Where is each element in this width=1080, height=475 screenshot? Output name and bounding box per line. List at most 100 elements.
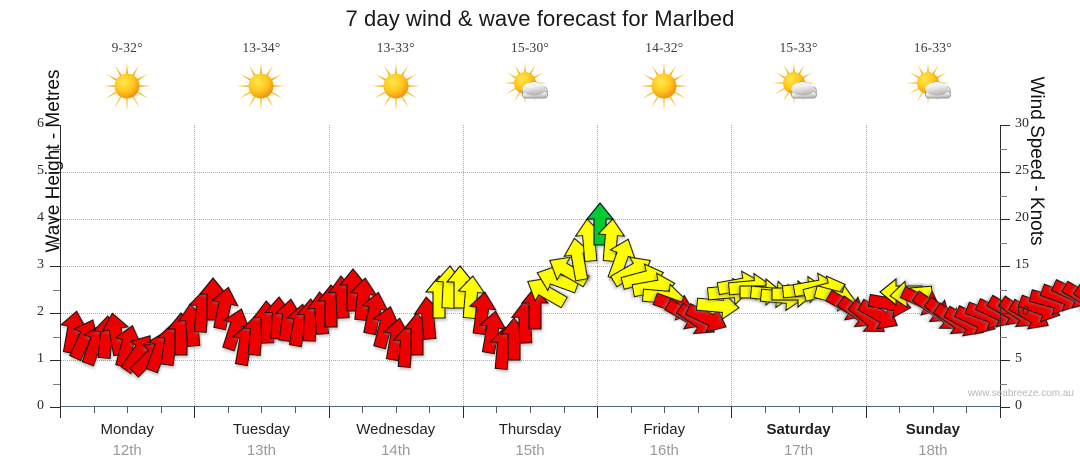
day-date: 13th bbox=[246, 442, 277, 459]
day-label-thursday: Thursday 15th bbox=[463, 419, 597, 469]
gridline-horizontal bbox=[60, 219, 1000, 220]
x-axis-minor-tick bbox=[899, 407, 901, 413]
x-axis-minor-tick bbox=[127, 407, 129, 413]
x-axis-day-tick bbox=[865, 407, 867, 418]
left-axis-tick-label: 5 bbox=[37, 163, 44, 178]
day-name: Wednesday bbox=[356, 421, 436, 438]
day-date: 15th bbox=[515, 442, 545, 459]
right-axis-minor-tick bbox=[1000, 195, 1007, 197]
x-axis-minor-tick bbox=[798, 407, 800, 413]
day-name: Monday bbox=[100, 421, 154, 438]
x-axis-minor-tick bbox=[765, 407, 766, 413]
day-temperature-range: 13-34° bbox=[242, 40, 281, 55]
day-header-thursday: 15-30° bbox=[463, 40, 597, 125]
day-header-saturday: 15-33° bbox=[731, 40, 865, 125]
left-axis-minor-tick bbox=[53, 289, 60, 291]
left-axis-minor-tick bbox=[53, 195, 60, 197]
x-axis-day-tick bbox=[328, 407, 330, 418]
day-temperature-range: 15-30° bbox=[510, 40, 550, 55]
x-axis-minor-tick bbox=[664, 407, 666, 413]
right-axis-tick bbox=[1000, 360, 1010, 361]
sunny-icon bbox=[96, 58, 158, 114]
x-axis-minor-tick bbox=[261, 407, 263, 413]
day-label-tuesday: Tuesday 13th bbox=[194, 419, 328, 469]
gridline-day-divider bbox=[462, 125, 464, 406]
right-axis-tick bbox=[1000, 266, 1010, 267]
left-axis-title: Wave Height - Metres bbox=[43, 69, 64, 253]
right-axis-tick bbox=[1000, 313, 1010, 314]
x-axis-minor-tick bbox=[295, 407, 296, 413]
left-axis-minor-tick bbox=[53, 148, 60, 150]
left-axis-tick-label: 3 bbox=[37, 257, 44, 272]
gridline-day-divider bbox=[194, 125, 196, 406]
right-axis-tick-label: 30 bbox=[1015, 116, 1029, 131]
left-axis-tick-label: 2 bbox=[37, 304, 44, 319]
partly-cloudy-icon bbox=[902, 58, 964, 114]
sunny-icon bbox=[365, 58, 427, 114]
right-axis-tick-label: 20 bbox=[1015, 210, 1029, 225]
day-temperature-range: 9-32° bbox=[111, 40, 143, 55]
x-axis-day-tick bbox=[462, 407, 464, 418]
right-axis-tick-label: 10 bbox=[1015, 304, 1029, 319]
partly-cloudy-icon bbox=[499, 58, 561, 114]
x-axis-minor-tick bbox=[697, 407, 699, 413]
right-axis-tick bbox=[1000, 125, 1010, 126]
x-axis-minor-tick bbox=[93, 407, 95, 413]
day-label-monday: Monday 12th bbox=[60, 419, 194, 469]
day-date: 12th bbox=[112, 442, 142, 459]
sunny-icon bbox=[230, 58, 292, 114]
day-label-wednesday: Wednesday 14th bbox=[329, 419, 463, 469]
x-axis-minor-tick bbox=[832, 407, 834, 413]
left-axis-minor-tick bbox=[53, 242, 60, 244]
left-axis-tick-label: 6 bbox=[37, 116, 44, 131]
gridline-day-divider bbox=[328, 125, 330, 406]
day-date: 14th bbox=[381, 442, 411, 459]
day-date: 16th bbox=[649, 442, 679, 459]
x-axis-minor-tick bbox=[966, 407, 968, 413]
right-axis-tick-label: 25 bbox=[1015, 163, 1029, 178]
x-axis-minor-tick bbox=[630, 407, 632, 413]
wind-arrow bbox=[1067, 276, 1080, 326]
day-label-friday: Friday 16th bbox=[597, 419, 731, 469]
left-axis-tick bbox=[50, 360, 60, 361]
x-axis-day-tick bbox=[60, 407, 61, 418]
day-temperature-range: 14-32° bbox=[645, 40, 684, 55]
day-temperature-range: 15-33° bbox=[779, 40, 818, 55]
right-axis-minor-tick bbox=[1000, 148, 1007, 150]
day-header-wednesday: 13-33° bbox=[329, 40, 463, 125]
right-axis-minor-tick bbox=[1000, 383, 1007, 385]
right-axis-tick bbox=[1000, 172, 1010, 173]
day-header-strip: 9-32° 13-34° 13-33° bbox=[60, 40, 1000, 125]
x-axis-minor-tick bbox=[160, 407, 162, 413]
x-axis-day-tick bbox=[597, 407, 599, 418]
right-axis-tick-label: 15 bbox=[1015, 257, 1029, 272]
left-axis-tick bbox=[50, 407, 60, 408]
day-label-sunday: Sunday 18th bbox=[866, 419, 1000, 469]
right-axis-tick-label: 5 bbox=[1015, 351, 1022, 366]
right-axis-minor-tick bbox=[1000, 289, 1007, 291]
x-axis-day-tick bbox=[1000, 407, 1001, 418]
day-label-saturday: Saturday 17th bbox=[731, 419, 865, 469]
x-axis-minor-tick bbox=[932, 407, 934, 413]
day-name: Sunday bbox=[905, 421, 960, 438]
left-axis-tick bbox=[50, 219, 60, 220]
x-axis-minor-tick bbox=[429, 407, 431, 413]
page-title: 7 day wind & wave forecast for Marlbed bbox=[345, 6, 735, 31]
left-axis-tick bbox=[50, 266, 60, 267]
right-axis-minor-tick bbox=[1000, 242, 1007, 244]
left-axis-minor-tick bbox=[53, 336, 60, 338]
left-axis-tick bbox=[50, 125, 60, 126]
left-axis-tick-label: 1 bbox=[37, 351, 44, 366]
day-name: Saturday bbox=[766, 421, 831, 438]
gridline-horizontal bbox=[60, 266, 1000, 267]
x-axis-minor-tick bbox=[530, 407, 531, 413]
x-axis-minor-tick bbox=[395, 407, 397, 413]
left-axis-tick-label: 0 bbox=[37, 398, 44, 413]
day-header-sunday: 16-33° bbox=[866, 40, 1000, 125]
wind-arrow bbox=[1057, 273, 1080, 321]
gridline-horizontal bbox=[60, 360, 1000, 361]
right-axis-tick bbox=[1000, 407, 1010, 408]
day-label-strip: Monday 12th Tuesday 13th Wednesday 14th Thursd… bbox=[60, 419, 1000, 469]
day-name: Thursday bbox=[498, 421, 562, 438]
